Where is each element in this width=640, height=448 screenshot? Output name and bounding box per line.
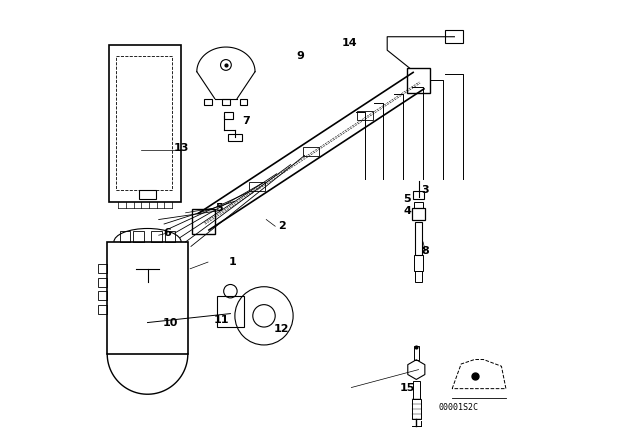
Text: 15: 15 <box>399 383 415 392</box>
Text: 4: 4 <box>403 206 412 215</box>
Bar <box>192 209 215 234</box>
Bar <box>414 255 423 271</box>
Bar <box>228 134 242 141</box>
Bar <box>151 231 162 242</box>
Bar <box>116 56 172 190</box>
Text: 9: 9 <box>296 51 304 61</box>
Bar <box>120 231 131 242</box>
Bar <box>222 99 230 105</box>
Text: 13: 13 <box>173 143 189 153</box>
Text: 1: 1 <box>228 257 237 267</box>
Text: 7: 7 <box>242 116 250 126</box>
Bar <box>109 45 181 202</box>
Text: 3: 3 <box>422 185 429 195</box>
Bar <box>108 242 188 354</box>
Bar <box>415 271 422 282</box>
Bar <box>99 264 108 273</box>
Bar <box>204 99 212 105</box>
Bar <box>224 112 233 119</box>
Bar <box>99 305 108 314</box>
Bar <box>414 346 419 360</box>
Bar <box>249 182 266 191</box>
Bar <box>413 381 420 399</box>
Bar <box>356 112 373 121</box>
Bar <box>240 99 248 105</box>
Text: 6: 6 <box>164 228 172 238</box>
Bar <box>99 278 108 287</box>
Bar <box>164 231 175 242</box>
Text: 8: 8 <box>421 246 429 256</box>
Text: 00001S2C: 00001S2C <box>439 403 479 412</box>
Bar <box>445 30 463 43</box>
Text: 11: 11 <box>214 315 229 325</box>
Bar <box>412 399 421 419</box>
Bar <box>99 291 108 300</box>
Text: 5: 5 <box>404 194 411 204</box>
Bar <box>413 191 424 199</box>
Bar <box>133 231 144 242</box>
Text: 14: 14 <box>341 38 357 47</box>
Text: 5: 5 <box>216 203 223 213</box>
Text: 2: 2 <box>278 221 286 231</box>
Bar <box>139 190 157 199</box>
Bar <box>414 202 423 208</box>
Bar <box>415 222 422 255</box>
Text: 10: 10 <box>162 318 178 327</box>
Bar <box>412 208 425 220</box>
Bar <box>303 147 319 156</box>
Text: 12: 12 <box>274 324 290 334</box>
Bar <box>217 296 244 327</box>
Bar <box>407 68 430 93</box>
